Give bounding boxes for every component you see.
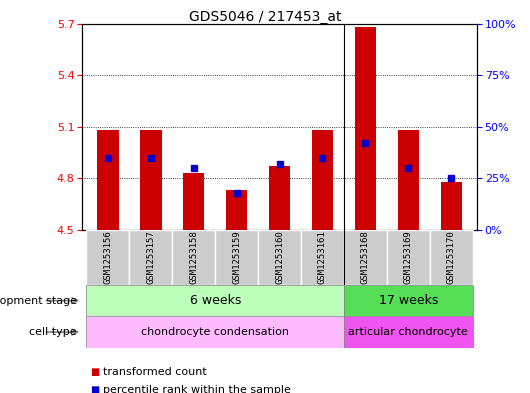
Text: 17 weeks: 17 weeks bbox=[378, 294, 438, 307]
Bar bbox=[398, 130, 419, 230]
Bar bbox=[344, 316, 473, 348]
Text: ■: ■ bbox=[90, 385, 99, 393]
Text: articular chondrocyte: articular chondrocyte bbox=[348, 327, 468, 337]
Text: chondrocyte condensation: chondrocyte condensation bbox=[141, 327, 289, 337]
Text: percentile rank within the sample: percentile rank within the sample bbox=[103, 385, 291, 393]
Bar bbox=[430, 230, 473, 285]
Bar bbox=[440, 182, 462, 230]
Text: ■: ■ bbox=[90, 367, 99, 377]
Bar bbox=[86, 316, 344, 348]
Text: GSM1253157: GSM1253157 bbox=[146, 231, 155, 284]
Text: GSM1253170: GSM1253170 bbox=[447, 231, 456, 284]
Bar bbox=[269, 166, 290, 230]
Bar bbox=[387, 230, 430, 285]
Bar bbox=[86, 230, 129, 285]
Text: GSM1253156: GSM1253156 bbox=[103, 231, 112, 284]
Text: cell type: cell type bbox=[29, 327, 77, 337]
Bar bbox=[355, 27, 376, 230]
Bar bbox=[301, 230, 344, 285]
Bar bbox=[312, 130, 333, 230]
Bar bbox=[226, 190, 248, 230]
Text: development stage: development stage bbox=[0, 296, 77, 306]
Bar bbox=[183, 173, 205, 230]
Text: GSM1253161: GSM1253161 bbox=[318, 231, 327, 284]
Text: GDS5046 / 217453_at: GDS5046 / 217453_at bbox=[189, 10, 341, 24]
Text: GSM1253160: GSM1253160 bbox=[275, 231, 284, 284]
Bar bbox=[172, 230, 215, 285]
Text: GSM1253169: GSM1253169 bbox=[404, 231, 413, 284]
Bar bbox=[97, 130, 119, 230]
Bar bbox=[258, 230, 301, 285]
Text: GSM1253159: GSM1253159 bbox=[232, 231, 241, 284]
Text: 6 weeks: 6 weeks bbox=[190, 294, 241, 307]
Bar bbox=[344, 230, 387, 285]
Text: GSM1253158: GSM1253158 bbox=[189, 231, 198, 284]
Text: GSM1253168: GSM1253168 bbox=[361, 231, 370, 284]
Bar bbox=[140, 130, 162, 230]
Bar bbox=[344, 285, 473, 316]
Bar bbox=[86, 285, 344, 316]
Text: transformed count: transformed count bbox=[103, 367, 207, 377]
Bar bbox=[215, 230, 258, 285]
Bar bbox=[129, 230, 172, 285]
